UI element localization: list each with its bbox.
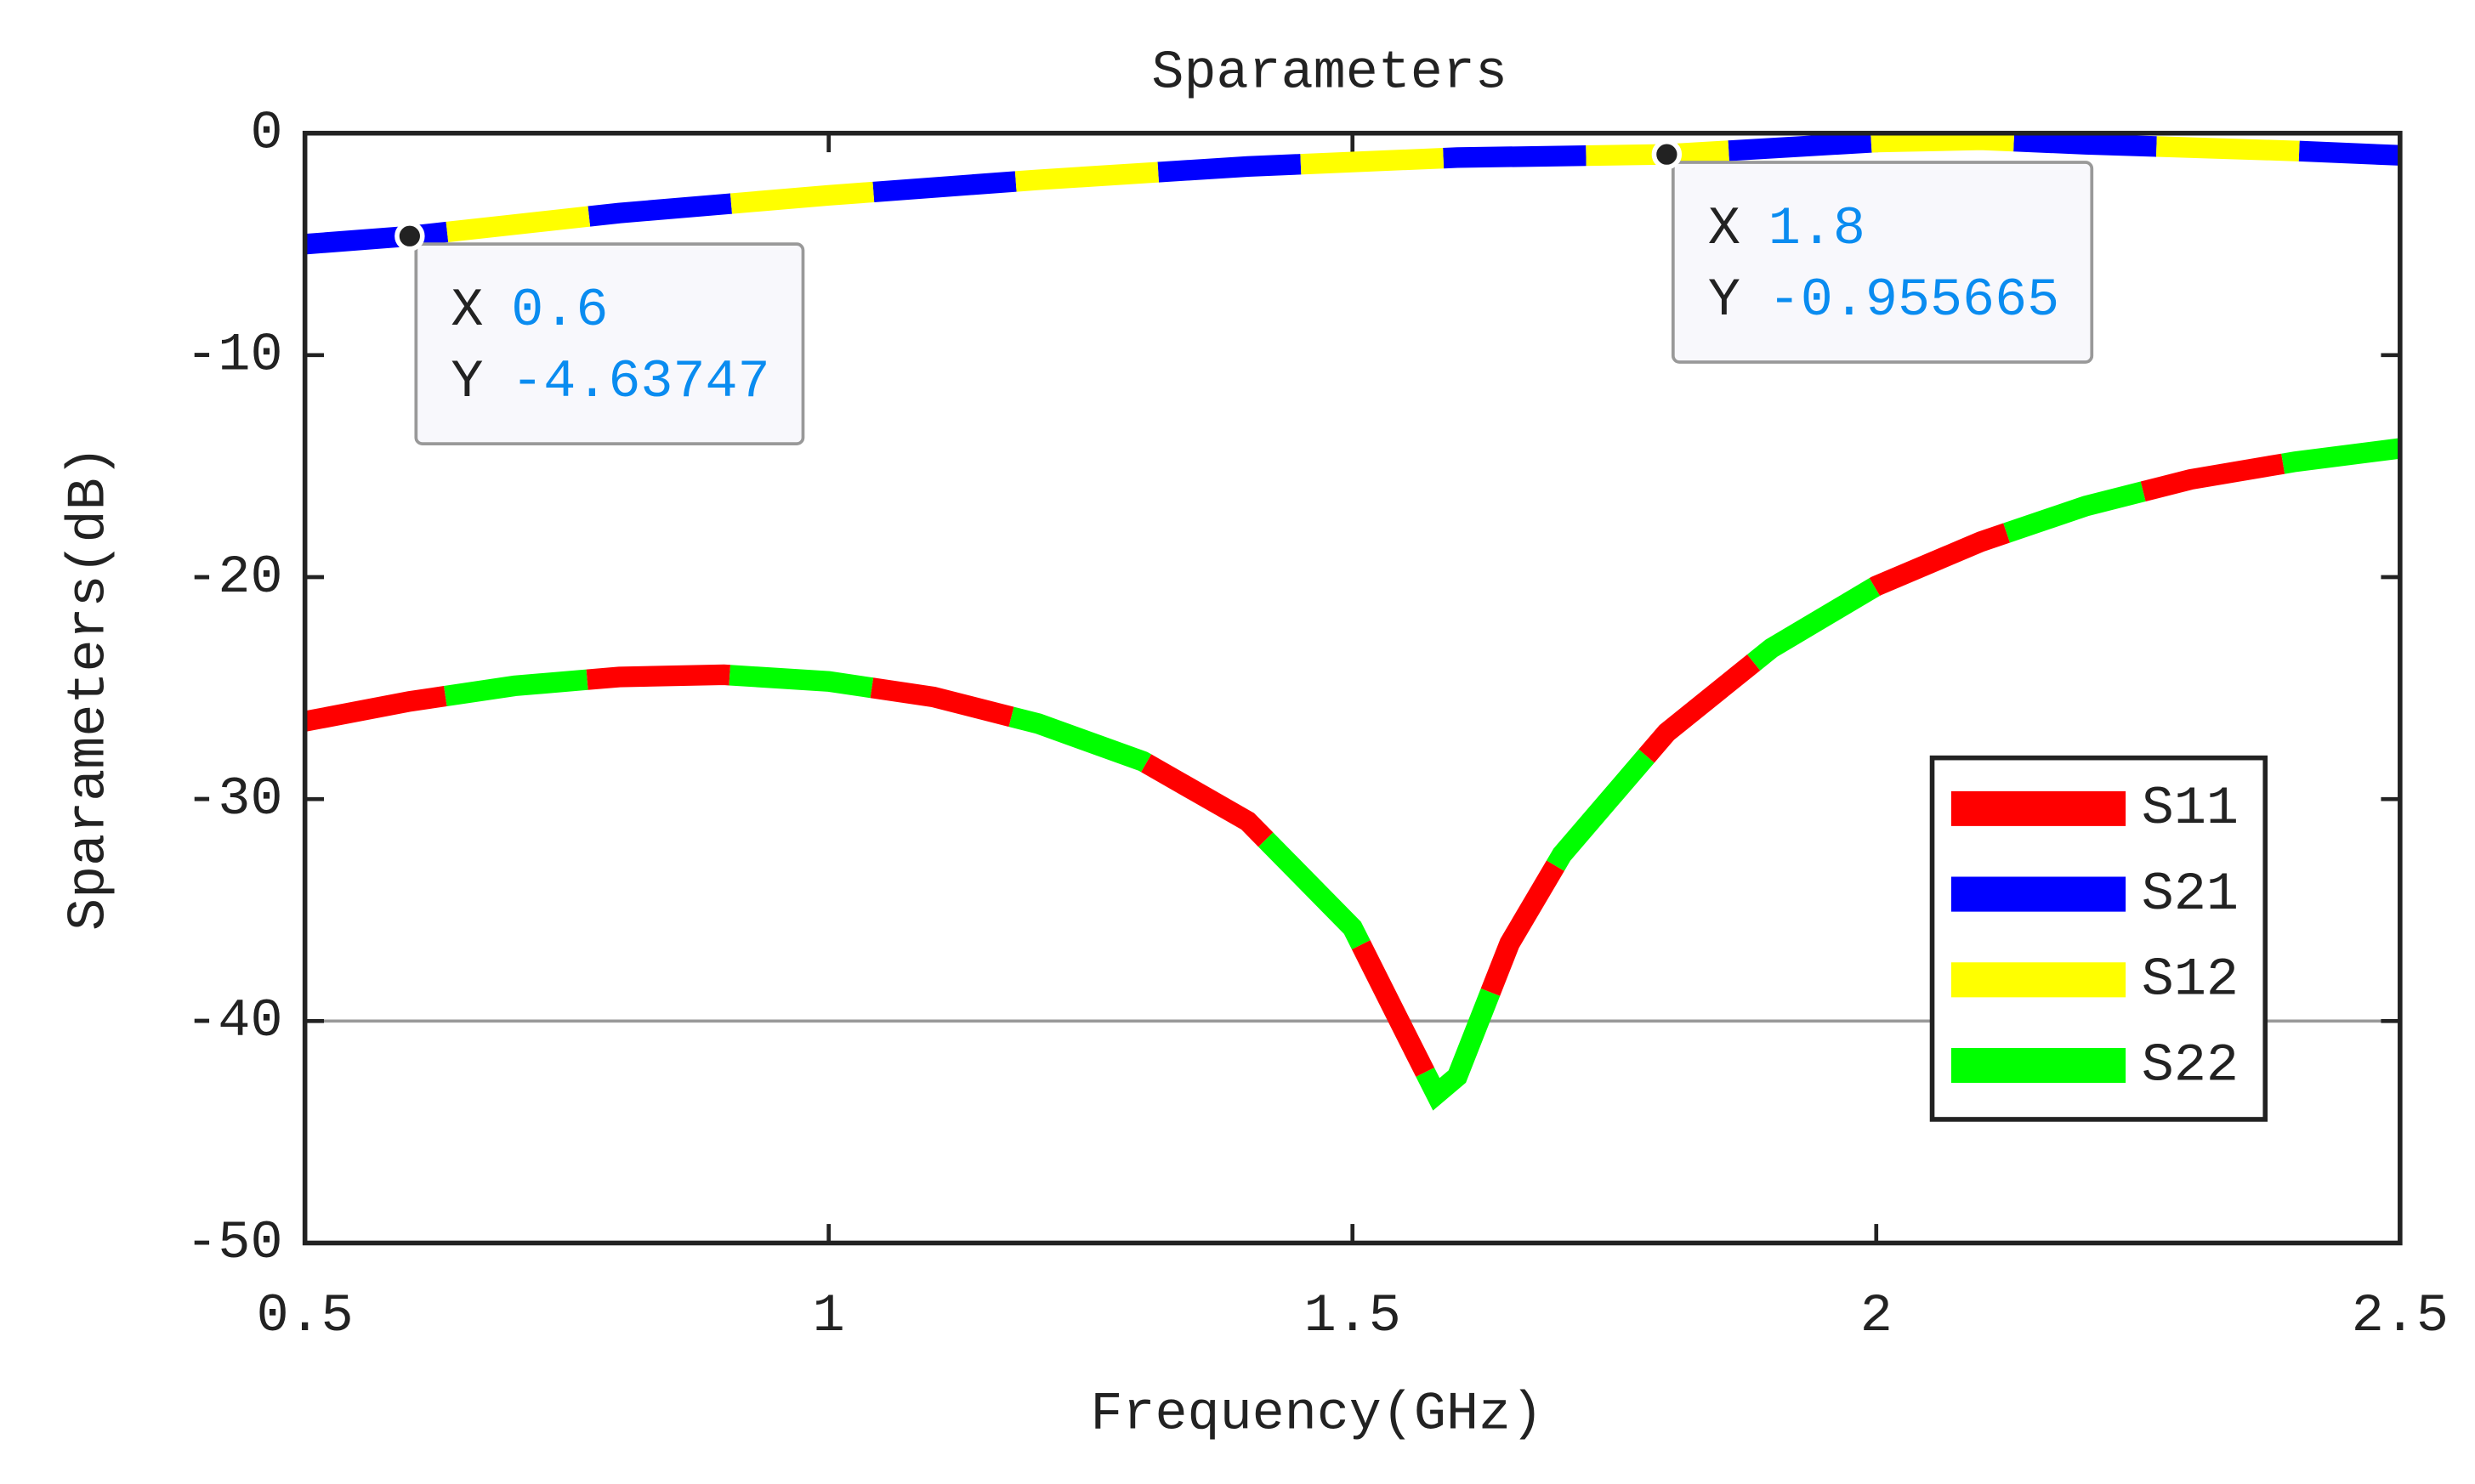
datatip-y-value: -0.955665 [1768, 270, 2059, 331]
series-line [304, 133, 2400, 255]
datatip-box [1671, 161, 2094, 364]
legend-label: S11 [2142, 779, 2239, 840]
plot-lines [304, 133, 2400, 1111]
y-tick-label: -20 [185, 547, 282, 609]
series-line [304, 438, 2400, 1111]
x-tick-label: 0.5 [257, 1286, 354, 1347]
x-tick-label: 2 [1860, 1286, 1893, 1347]
datatip-x-value: 1.8 [1768, 199, 1865, 260]
y-tick-label: -30 [185, 769, 282, 830]
legend-label: S22 [2142, 1035, 2239, 1096]
x-tick-label: 2.5 [2352, 1286, 2449, 1347]
datatip-x-label: X [451, 280, 483, 342]
datatip-box [414, 242, 805, 446]
legend-label: S21 [2142, 864, 2239, 926]
y-tick-label: -50 [185, 1213, 282, 1274]
y-tick-label: -40 [185, 991, 282, 1052]
datatip-y-label: Y [451, 352, 483, 413]
datatip-x-value: 0.6 [511, 280, 608, 342]
datatip-y-label: Y [1708, 270, 1740, 331]
datatip-marker [1651, 139, 1683, 170]
datatip-x-label: X [1708, 199, 1740, 260]
axes-box [302, 130, 2403, 1246]
datatip-y-value: -4.63747 [511, 352, 769, 413]
x-tick-label: 1 [813, 1286, 845, 1347]
chart-title: Sparameters [1151, 43, 1507, 105]
legend-label: S12 [2142, 950, 2239, 1011]
x-axis-label: Frequency(GHz) [1090, 1385, 1543, 1446]
datatip-marker [395, 221, 425, 252]
y-tick-label: -10 [185, 326, 282, 387]
y-axis-label: Sparameters(dB) [60, 445, 121, 931]
x-tick-label: 1.5 [1304, 1286, 1401, 1347]
y-tick-label: 0 [250, 103, 282, 164]
